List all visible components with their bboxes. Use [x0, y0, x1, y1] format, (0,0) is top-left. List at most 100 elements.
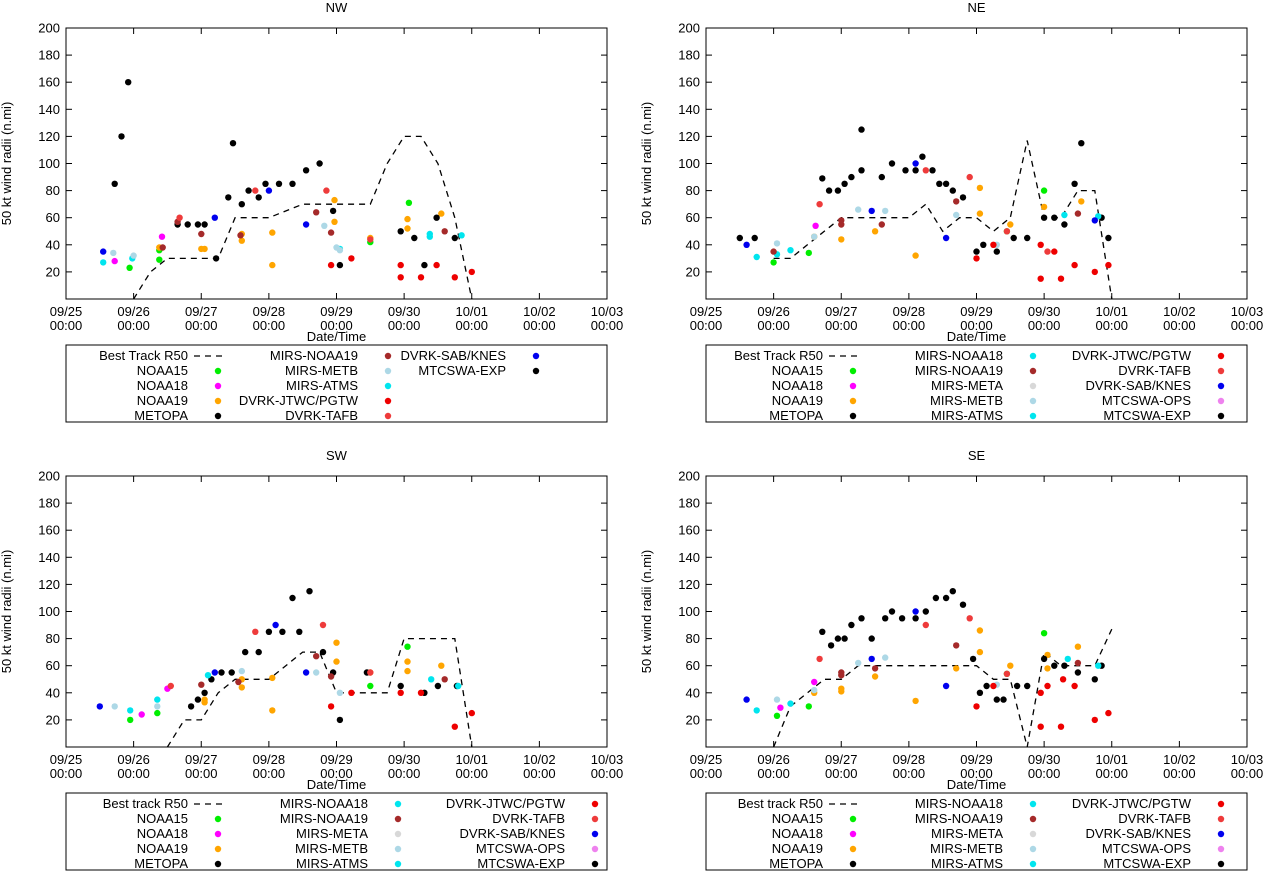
data-point [211, 214, 218, 221]
legend-dot-marker [394, 800, 402, 808]
data-point [1057, 723, 1065, 730]
series-mirs-noaa19 [770, 198, 1082, 255]
data-point [238, 201, 245, 208]
data-point [404, 215, 411, 223]
legend-dot-marker [1217, 412, 1225, 420]
legend-label: MIRS-NOAA19 [280, 811, 368, 826]
data-point [1091, 676, 1099, 683]
data-point [1051, 214, 1058, 221]
legend-dot-marker [1029, 397, 1037, 405]
x-tick-label-date: 10/01 [1095, 752, 1128, 767]
data-point [1040, 655, 1048, 663]
legend-label: MIRS-META [931, 378, 1003, 393]
data-point [1091, 716, 1099, 724]
legend-dot-marker [849, 845, 857, 853]
y-tick-label: 40 [686, 685, 700, 700]
data-point [966, 615, 973, 622]
data-point [1091, 217, 1099, 224]
data-point [269, 229, 276, 236]
data-point [255, 194, 262, 201]
y-tick-label: 40 [46, 237, 60, 252]
series-dvrk-sab-knes [743, 160, 1099, 248]
data-point [184, 221, 191, 228]
x-tick-label-date: 09/29 [320, 752, 353, 767]
legend-dot-marker [849, 860, 857, 868]
data-point [912, 697, 919, 705]
data-point [319, 648, 327, 656]
data-point [976, 184, 984, 192]
y-tick-label: 140 [678, 550, 700, 565]
legend-label: DVRK-JTWC/PGTW [1072, 796, 1192, 811]
legend-label: MIRS-NOAA19 [915, 811, 1003, 826]
x-tick-label-date: 09/25 [690, 304, 723, 319]
best-track-line [772, 628, 1113, 748]
data-point [868, 655, 875, 663]
x-tick-label-time: 00:00 [523, 766, 556, 781]
legend-dot-marker [532, 352, 540, 360]
data-point [1105, 709, 1112, 717]
data-point [204, 672, 212, 679]
data-point [176, 214, 183, 221]
data-point [127, 707, 134, 714]
data-point [441, 676, 448, 683]
data-point [942, 234, 950, 242]
data-point [976, 689, 984, 696]
series-mirs-noaa19 [198, 653, 448, 688]
data-point [811, 233, 818, 240]
data-point [827, 642, 835, 649]
x-tick-label-date: 09/28 [893, 304, 926, 319]
data-point [922, 621, 929, 629]
data-point [1003, 228, 1011, 235]
data-point [313, 653, 320, 660]
series-metopa [187, 588, 461, 724]
y-tick-label: 20 [686, 264, 700, 279]
data-point [331, 196, 338, 204]
data-point [743, 241, 750, 248]
data-point [743, 696, 750, 703]
data-point [841, 180, 848, 187]
data-point [212, 255, 220, 262]
x-tick-label-date: 09/27 [185, 304, 218, 319]
data-point [333, 658, 340, 665]
data-point [323, 187, 330, 194]
legend-label: Best track R50 [738, 796, 823, 811]
y-tick-label: 120 [38, 577, 60, 592]
data-point [983, 682, 990, 690]
x-tick-label-time: 00:00 [185, 766, 218, 781]
data-point [306, 588, 313, 595]
data-point [848, 173, 855, 181]
series-dvrk-jtwc-pgtw [327, 255, 475, 281]
data-point [751, 234, 758, 242]
legend-dot-marker [1029, 845, 1037, 853]
data-point [194, 221, 202, 228]
x-tick-label-date: 09/26 [117, 304, 150, 319]
data-point [770, 259, 777, 266]
x-tick-label-date: 10/03 [1231, 304, 1264, 319]
data-point [211, 669, 218, 676]
legend-label: NOAA18 [772, 826, 823, 841]
legend-dot-marker [1029, 830, 1037, 838]
data-point [912, 252, 919, 259]
data-point [100, 259, 107, 266]
data-point [898, 615, 906, 622]
data-point [912, 160, 919, 167]
x-tick-label-date: 09/25 [690, 752, 723, 767]
x-tick-label-time: 00:00 [388, 766, 421, 781]
data-point [1074, 669, 1082, 676]
data-point [812, 222, 819, 229]
data-point [468, 268, 475, 276]
data-point [252, 187, 259, 194]
data-point [980, 241, 987, 248]
series-metopa [111, 79, 458, 269]
y-tick-label: 60 [686, 210, 700, 225]
data-point [1091, 268, 1099, 276]
data-point [201, 696, 208, 703]
data-point [888, 160, 896, 167]
x-tick-label-date: 09/30 [388, 752, 421, 767]
legend-label: MIRS-META [931, 826, 1003, 841]
data-point [868, 635, 875, 642]
data-point [976, 627, 984, 634]
data-point [252, 628, 259, 635]
chart-title: NE [967, 0, 985, 15]
data-point [279, 628, 286, 635]
